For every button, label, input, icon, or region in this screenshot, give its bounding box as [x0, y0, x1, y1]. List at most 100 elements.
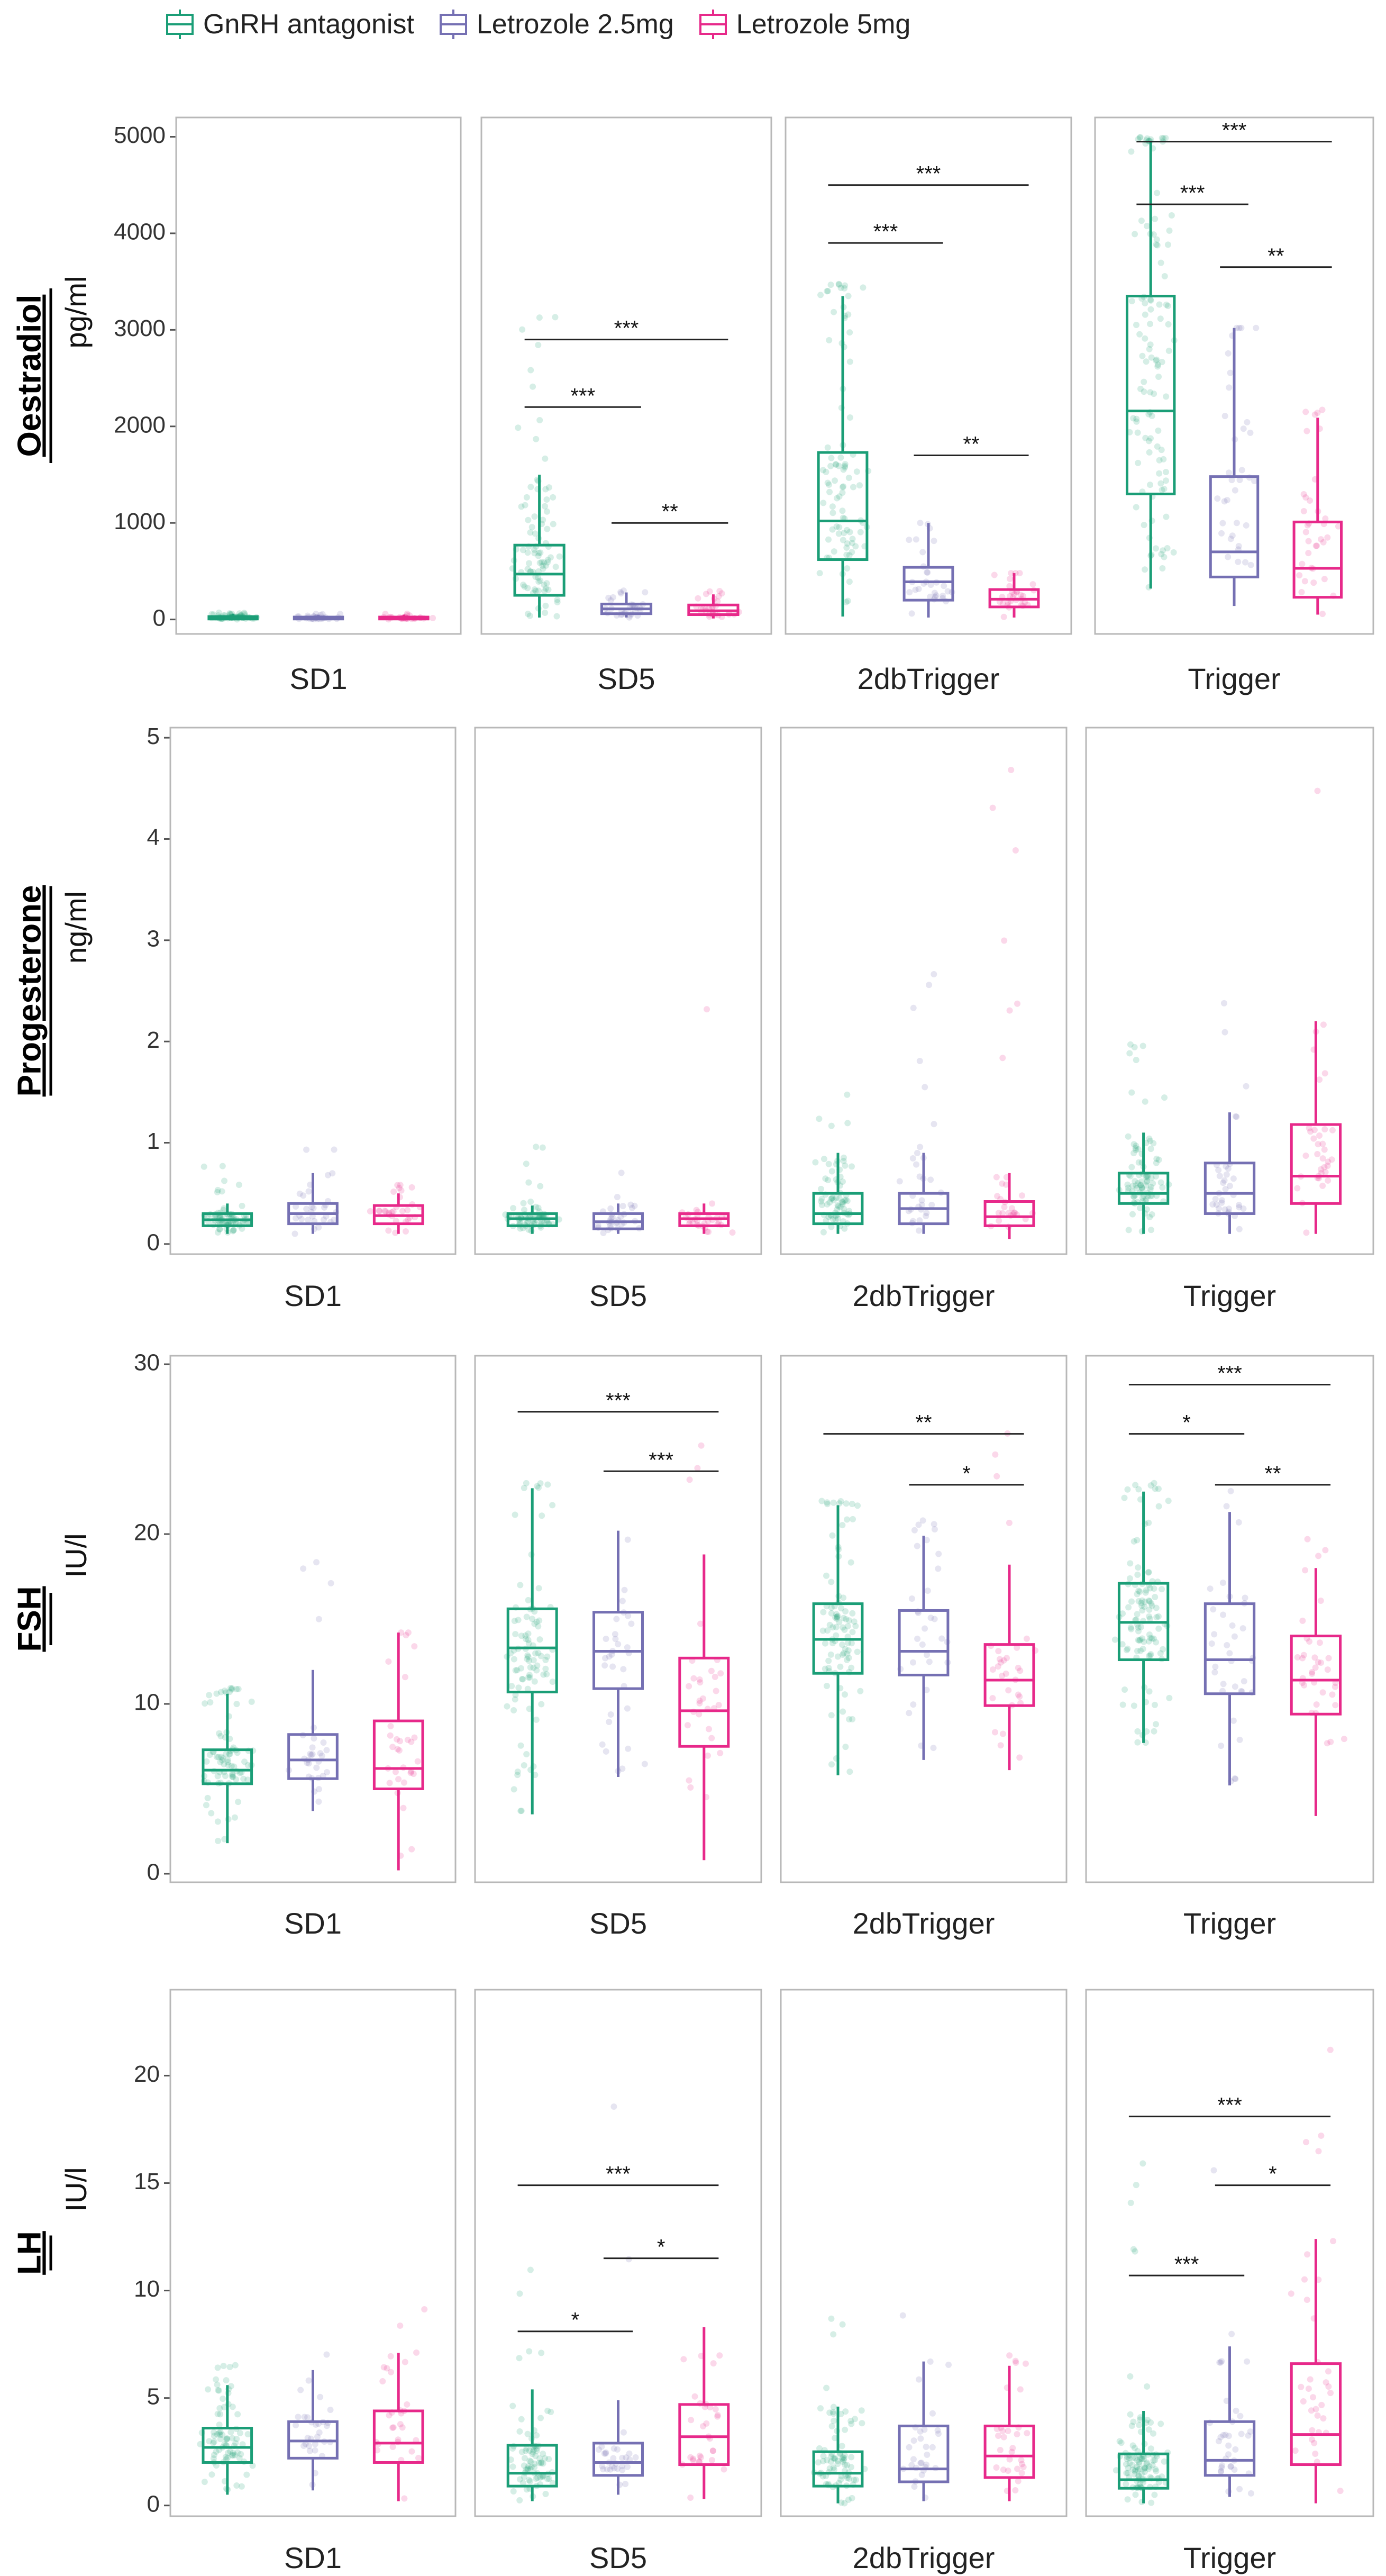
- row-3-panel-3-group-0-box: [1117, 2452, 1170, 2490]
- row-2-panel-1-group-2-point: [699, 1695, 706, 1702]
- row-1-panel-3-group-0-point: [1147, 1184, 1154, 1191]
- row-2-panel-3-group-2-point: [1332, 1683, 1338, 1690]
- row-1-panel-1-group-2-point: [704, 1228, 710, 1235]
- row-3-panel-3-group-2-point: [1323, 2379, 1329, 2386]
- row-2-panel-3-group-0-point: [1139, 1646, 1146, 1653]
- row-2-panel-0-group-2-point: [404, 1736, 411, 1743]
- row-2-panel-3-group-0-point: [1121, 1686, 1128, 1693]
- row-2-panel-0-group-0-point: [203, 1802, 209, 1809]
- row-0-panel-2-group-0-point: [820, 500, 827, 506]
- row-2-panel-0-group-1-point: [309, 1744, 316, 1751]
- row-2-panel-2-group-0-point: [854, 1502, 861, 1509]
- row-0-panel-0-group-0-point: [215, 609, 222, 616]
- row-2-panel-2-group-1-point: [924, 1588, 931, 1594]
- row-3-panel-3-group-1-point: [1217, 2359, 1224, 2366]
- row-3-panel-2-group-1-point: [927, 2358, 934, 2365]
- row-2-panel-0-group-0-point: [214, 1818, 221, 1825]
- row-2-panel-1-group-0-point: [537, 1653, 544, 1659]
- row-0-panel-1-group-0-point: [539, 563, 546, 569]
- row-0-panel-3-group-1-point: [1253, 324, 1260, 331]
- row-0-panel-3-group-1-point: [1221, 413, 1228, 420]
- row-3-panel-3-group-0-point: [1149, 2462, 1156, 2469]
- row-2-panel-3-group-1-point: [1224, 1642, 1230, 1649]
- row-3-panel-3-group-0-point: [1132, 2455, 1138, 2462]
- row-2-facet-label-0: SD1: [284, 1907, 342, 1940]
- row-0-panel-3-group-2-point: [1303, 428, 1310, 434]
- row-2-panel-1-group-1-point: [612, 1636, 619, 1643]
- row-1-panel-0-group-2-point: [390, 1208, 397, 1215]
- row-3-panel-1-group-0-point: [531, 2460, 538, 2467]
- row-3-panel-0-group-0-point: [211, 2429, 217, 2436]
- row-3-panel-2-group-0-point: [815, 2459, 822, 2466]
- row-3-panel-2-group-0-point: [848, 2464, 855, 2471]
- row-1-panel-2-group-2-point: [993, 1174, 1000, 1181]
- row-0-panel-3-group-0-point: [1159, 359, 1165, 366]
- row-2-panel-3-group-0-point: [1153, 1639, 1160, 1646]
- row-2-panel-0-group-0-point: [228, 1763, 235, 1770]
- row-3-panel-1-group-0-point: [509, 2402, 516, 2409]
- row-2-panel-2-group-0-point: [837, 1663, 844, 1670]
- row-3-panel-1-group-2-point: [708, 2457, 715, 2464]
- row-1-panel-0-group-0-point: [219, 1163, 226, 1169]
- row-2-panel-1-group-0-point: [535, 1623, 542, 1630]
- row-2-panel-1-group-0-point: [542, 1665, 549, 1672]
- row-0-panel-3-group-0-point: [1145, 411, 1152, 418]
- row-1-panel-3-group-0-point: [1139, 1186, 1146, 1193]
- row-2-panel-2-group-1-point: [914, 1543, 920, 1549]
- row-0-panel-3-group-2-point: [1312, 542, 1319, 549]
- row-0-panel-1-group-0-point: [535, 574, 542, 581]
- row-2-panel-1-group-0-point: [524, 1685, 531, 1692]
- row-1-panel-2-group-2-point: [989, 804, 996, 811]
- row-3-panel-1-group-1-point: [622, 2481, 629, 2488]
- row-2-panel-2-group-1-point: [930, 1745, 937, 1752]
- row-2-panel-1-group-0-point: [504, 1703, 510, 1710]
- row-1-panel-2-group-0-point: [818, 1195, 825, 1202]
- row-0-panel-1-group-0-point: [520, 582, 527, 588]
- row-1-panel-2-group-0-point: [828, 1223, 835, 1230]
- row-3-panel-0-group-0-point: [227, 2448, 234, 2455]
- row-3-panel-1-group-1-point: [607, 2466, 614, 2473]
- row-3-panel-0-group-1-point: [306, 2443, 313, 2450]
- row-1-panel-2-group-0-point: [844, 1198, 851, 1204]
- row-1-panel-0-group-2-point: [382, 1208, 389, 1215]
- row-2-panel-3-group-1-box: [1203, 1602, 1256, 1695]
- row-1-panel-1-group-0-point: [524, 1219, 531, 1226]
- row-3-panel-1-group-0-point: [528, 2463, 535, 2470]
- row-1-panel-3-group-1-point: [1240, 1205, 1247, 1212]
- row-0-panel-3-group-0-point: [1142, 311, 1148, 318]
- row-3-panel-1-group-0-point: [521, 2473, 527, 2480]
- row-0-panel-1-group-0-point: [543, 508, 550, 515]
- row-2-panel-3-group-0-point: [1134, 1591, 1141, 1598]
- row-0-panel-3-group-0-point: [1142, 335, 1148, 342]
- row-0-panel-2-group-0-point: [849, 549, 855, 556]
- row-2-panel-3-group-1-point: [1231, 1633, 1238, 1640]
- row-0-panel-1-group-0-point: [544, 559, 551, 566]
- row-0-panel-3-group-0-point: [1152, 215, 1159, 222]
- row-1-panel-3-group-0-point: [1127, 1041, 1134, 1048]
- row-2-panel-3-group-0-point: [1153, 1604, 1160, 1611]
- row-0-panel-2-group-0-point: [845, 293, 852, 300]
- row-3-panel-1-group-0-point: [544, 2407, 551, 2414]
- row-3-panel-2-group-0-point: [831, 2455, 838, 2462]
- row-0-panel-2-group-0-point: [839, 507, 846, 514]
- row-3-panel-2-group-0-point: [842, 2426, 849, 2433]
- row-3-panel-3-group-0-point: [1123, 2461, 1129, 2468]
- row-0-panel-0-frame: [175, 116, 462, 635]
- row-3-panel-1-group-2-point: [714, 2411, 721, 2418]
- row-3-panel-1-group-0-point: [531, 2464, 538, 2471]
- row-1-panel-0-group-2-point: [390, 1189, 397, 1195]
- row-2-panel-1-group-0-point: [511, 1618, 518, 1625]
- row-2-panel-1-group-1-point: [625, 1612, 632, 1619]
- row-3-panel-2-group-1-point: [918, 2471, 925, 2478]
- row-1-panel-3-group-2-point: [1328, 1156, 1335, 1163]
- row-3-panel-3-group-0-point: [1150, 2430, 1156, 2437]
- row-3-panel-3-group-2-point: [1337, 2488, 1344, 2495]
- row-2-panel-2-group-1-point: [914, 1635, 921, 1642]
- row-2-panel-1-group-1-point: [601, 1662, 608, 1669]
- row-3-panel-3-group-0-point: [1141, 2465, 1147, 2472]
- row-2-panel-0-group-0-point: [244, 1776, 251, 1783]
- row-0-panel-2-group-0-point: [845, 475, 852, 482]
- row-3-panel-0-group-0-point: [216, 2431, 223, 2438]
- row-3-panel-1-sig-label-1: *: [657, 2236, 665, 2259]
- row-3-panel-1-group-0-point: [542, 2490, 549, 2497]
